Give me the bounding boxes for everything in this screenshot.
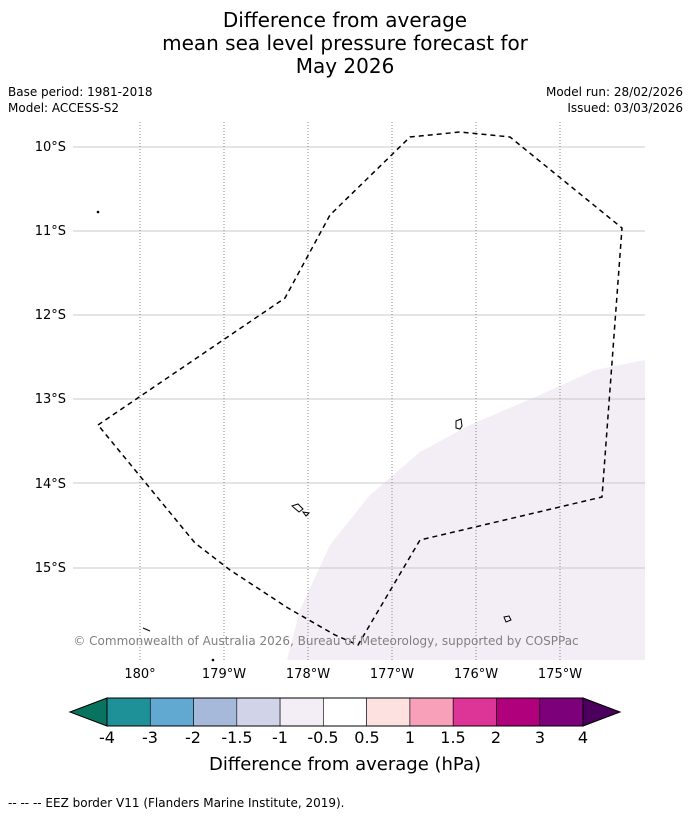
lat-label-15s: 15°S — [35, 561, 66, 576]
lat-label-10s: 10°S — [35, 140, 66, 155]
lon-label-175w: 175°W — [538, 667, 582, 682]
model-run: Model run: 28/02/2026 — [545, 85, 683, 99]
colorbar-cell-9 — [496, 697, 541, 727]
lat-label-11s: 11°S — [35, 224, 66, 239]
cb-tick-11: 4 — [578, 728, 588, 747]
lat-labels: 10°S 11°S 12°S 13°S 14°S 15°S — [35, 140, 66, 576]
title-line-2: mean sea level pressure forecast for — [162, 31, 528, 55]
lat-label-14s: 14°S — [35, 477, 66, 492]
colorbar-cell-8 — [452, 697, 497, 727]
colorbar-cell-7 — [409, 697, 454, 727]
eez-border — [96, 131, 623, 646]
colorbar-cell-2 — [193, 697, 238, 727]
colorbar — [68, 697, 622, 727]
colorbar-label: Difference from average (hPa) — [209, 754, 481, 775]
cb-tick-4: -1 — [272, 728, 288, 747]
title-line-3: May 2026 — [295, 54, 395, 78]
colorbar-cell-3 — [236, 697, 281, 727]
lon-label-178w: 178°W — [286, 667, 330, 682]
colorbar-tick-labels: -4 -3 -2 -1.5 -1 -0.5 0.5 1 1.5 2 3 4 — [99, 728, 588, 747]
cb-tick-0: -4 — [99, 728, 115, 747]
lat-label-12s: 12°S — [35, 308, 66, 323]
lat-label-13s: 13°S — [35, 392, 66, 407]
eez-legend: -- -- -- EEZ border V11 (Flanders Marine… — [8, 796, 345, 810]
colorbar-frame — [106, 697, 584, 727]
colorbar-cell-0 — [106, 697, 151, 727]
colorbar-under-arrow — [68, 697, 108, 727]
island-wallis — [455, 418, 463, 430]
lon-label-180: 180° — [124, 667, 155, 682]
islands — [96, 210, 512, 662]
colorbar-cell-4 — [279, 697, 324, 727]
cb-tick-10: 3 — [535, 728, 545, 747]
island-futuna — [291, 503, 311, 517]
lon-labels: 180° 179°W 178°W 177°W 176°W 175°W — [124, 667, 582, 682]
base-period: Base period: 1981-2018 — [8, 85, 153, 99]
cb-tick-9: 2 — [491, 728, 501, 747]
lon-label-177w: 177°W — [370, 667, 414, 682]
cb-tick-7: 1 — [405, 728, 415, 747]
colorbar-cell-5 — [323, 697, 367, 727]
colorbar-cell-10 — [539, 697, 584, 727]
copyright-notice: © Commonwealth of Australia 2026, Bureau… — [73, 634, 578, 648]
island-small-west — [142, 627, 151, 632]
colorbar-cell-1 — [149, 697, 194, 727]
cb-tick-2: -2 — [185, 728, 201, 747]
model-name: Model: ACCESS-S2 — [8, 101, 120, 115]
colorbar-cell-6 — [366, 697, 411, 727]
cb-tick-8: 1.5 — [440, 728, 465, 747]
issued-date: Issued: 03/03/2026 — [567, 101, 683, 115]
lat-gridlines — [73, 146, 645, 569]
island-dot-south — [211, 658, 215, 662]
island-small-east — [503, 615, 512, 623]
cb-tick-5: -0.5 — [307, 728, 338, 747]
title-line-1: Difference from average — [222, 8, 468, 32]
cb-tick-6: 0.5 — [354, 728, 379, 747]
cb-tick-1: -3 — [142, 728, 158, 747]
cb-tick-3: -1.5 — [221, 728, 252, 747]
anomaly-shading — [287, 360, 645, 660]
lon-label-179w: 179°W — [202, 667, 246, 682]
lon-label-176w: 176°W — [454, 667, 498, 682]
island-dot-north — [96, 210, 100, 214]
colorbar-over-arrow — [582, 697, 622, 727]
